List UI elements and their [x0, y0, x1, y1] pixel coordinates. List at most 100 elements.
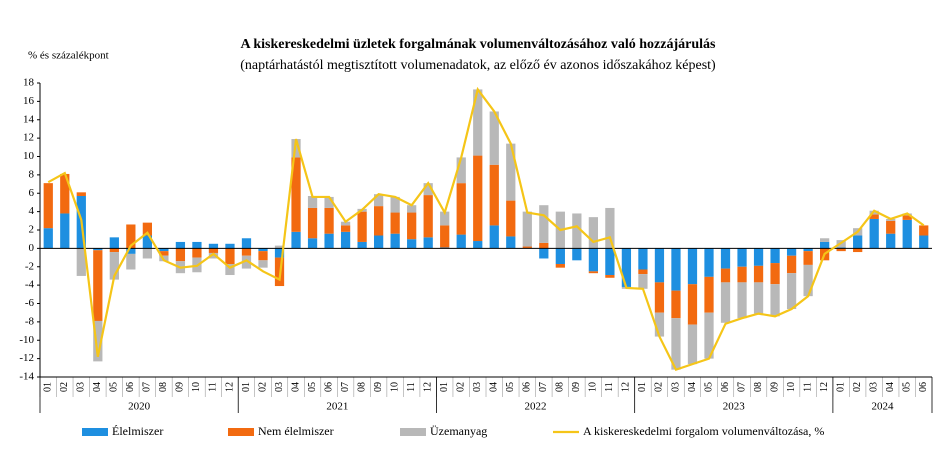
year-label: 2023 [723, 401, 746, 413]
bar [274, 248, 285, 258]
bar [473, 89, 483, 156]
bar [192, 241, 202, 249]
bar [919, 225, 929, 236]
bar [440, 225, 450, 248]
y-tick-label: 16 [23, 95, 35, 107]
bar [605, 275, 615, 278]
bar [456, 183, 466, 235]
x-tick-label: 03 [472, 382, 483, 392]
bar [654, 248, 665, 283]
x-tick-label: 06 [323, 382, 334, 392]
bar [902, 215, 912, 220]
x-tick-label: 07 [736, 382, 747, 392]
x-tick-label: 08 [753, 382, 764, 392]
x-tick-label: 09 [769, 382, 780, 392]
bar [786, 273, 797, 310]
y-tick-label: 12 [23, 132, 34, 144]
x-tick-label: 09 [571, 382, 582, 392]
bar [853, 235, 863, 249]
x-tick-label: 05 [902, 382, 913, 392]
chart-title: A kiskereskedelmi üzletek forgalmának vo… [241, 37, 716, 52]
bar [720, 268, 731, 283]
x-tick-label: 06 [918, 382, 929, 392]
x-tick-label: 01 [835, 382, 846, 392]
bar [687, 324, 698, 365]
bar [374, 206, 384, 236]
x-tick-label: 11 [208, 382, 219, 392]
y-tick-label: 2 [29, 224, 35, 236]
bar [407, 212, 417, 240]
bar [737, 282, 747, 319]
y-tick-label: 18 [23, 77, 35, 89]
bar [687, 248, 698, 285]
bar [588, 248, 598, 272]
bar [671, 248, 681, 291]
bar [770, 263, 780, 285]
bar [126, 248, 136, 254]
bar [737, 248, 747, 267]
bar [241, 248, 252, 256]
bar [258, 260, 268, 268]
bar [126, 224, 136, 249]
x-tick-label: 06 [125, 382, 136, 392]
bar [258, 251, 268, 261]
x-tick-label: 03 [274, 382, 285, 392]
bar [440, 211, 450, 226]
y-tick-label: -10 [19, 334, 34, 346]
x-tick-label: 08 [356, 382, 367, 392]
bar [555, 263, 565, 268]
bar [820, 241, 830, 249]
x-tick-label: 10 [389, 382, 400, 392]
bar [687, 284, 698, 325]
bar [654, 312, 665, 337]
y-axis-label: % és százalékpont [28, 50, 109, 62]
bar [307, 207, 318, 239]
bar [473, 241, 483, 249]
bar [109, 252, 119, 280]
bar [671, 318, 681, 370]
x-tick-label: 01 [43, 382, 54, 392]
bar [192, 248, 202, 258]
x-tick-label: 02 [257, 382, 268, 392]
bar [869, 218, 879, 249]
x-tick-label: 09 [175, 382, 186, 392]
bar [43, 228, 53, 249]
x-tick-label: 02 [456, 382, 467, 392]
bar [324, 207, 334, 234]
bar [638, 274, 648, 289]
legend-label: A kiskereskedelmi forgalom volumenváltoz… [583, 424, 824, 438]
bar [423, 237, 433, 249]
bar [853, 248, 863, 253]
x-tick-label: 12 [422, 382, 433, 392]
bar [93, 320, 103, 362]
y-tick-label: -2 [25, 260, 34, 272]
bar [588, 271, 598, 274]
x-tick-label: 11 [604, 382, 615, 392]
x-tick-label: 01 [637, 382, 648, 392]
bar [357, 241, 367, 249]
y-tick-label: -6 [25, 297, 35, 309]
bar [489, 164, 499, 226]
bar [225, 243, 235, 249]
x-tick-label: 05 [307, 382, 318, 392]
bar [753, 248, 764, 266]
x-tick-label: 03 [76, 382, 87, 392]
line [47, 86, 925, 371]
bar [539, 242, 549, 249]
bar [786, 248, 797, 256]
y-tick-label: 6 [29, 187, 35, 199]
year-label: 2022 [525, 401, 547, 413]
bar [109, 248, 119, 253]
bar [539, 205, 549, 243]
bar [76, 248, 86, 276]
year-label: 2021 [326, 401, 348, 413]
bar [241, 255, 252, 269]
bar [489, 111, 499, 165]
bar [340, 225, 351, 232]
bar [456, 234, 466, 249]
x-tick-label: 02 [852, 382, 863, 392]
x-tick-label: 01 [241, 382, 252, 392]
x-tick-label: 04 [687, 382, 698, 392]
legend-swatch [228, 428, 254, 436]
